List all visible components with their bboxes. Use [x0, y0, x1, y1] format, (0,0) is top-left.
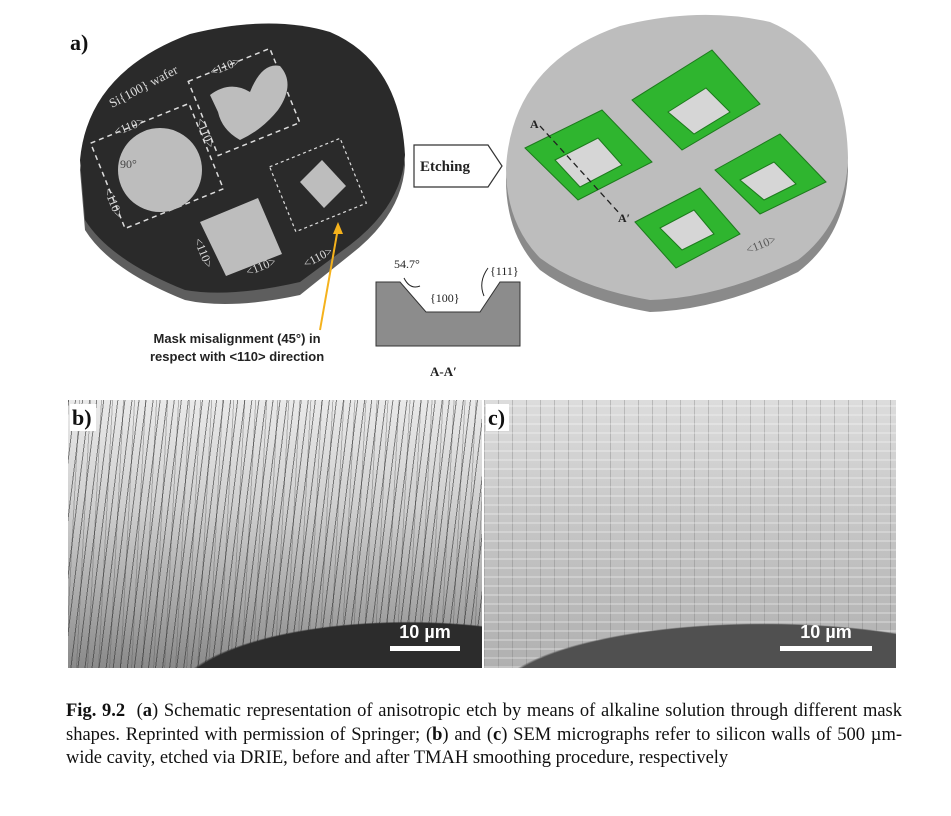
etching-label: Etching [420, 159, 471, 175]
misalignment-line2: respect with <110> direction [150, 349, 325, 364]
etching-arrow[interactable] [413, 144, 503, 188]
square-mask [200, 198, 282, 276]
panel-a-label: a) [70, 30, 89, 55]
panel-b-label: b) [70, 404, 96, 431]
scale-text-c: 10 µm [800, 622, 852, 642]
caption-p2: ) Schematic representation of anisotropi… [66, 701, 902, 745]
caption-b: b [432, 724, 443, 745]
etched-cavity [714, 133, 827, 215]
panel-a-diagram: Si{100} wafer 90° <110> <110> <110> <110… [80, 14, 848, 379]
caption-fig-number: Fig. 9.2 [66, 701, 126, 721]
scale-line-b [390, 646, 460, 651]
plane-111: {111} [490, 264, 519, 278]
section-a: A [530, 117, 539, 131]
scale-text-b: 10 µm [399, 622, 451, 642]
plane-100: {100} [430, 291, 460, 305]
section-a-prime: A′ [618, 211, 630, 225]
panel-c-label: c) [486, 404, 510, 431]
section-title: A-A′ [430, 364, 457, 379]
blob-mask [210, 65, 288, 140]
caption-a: a [142, 701, 153, 721]
angle-547: 54.7° [394, 257, 420, 271]
scale-bar-c: 10 µm [780, 622, 872, 651]
caption-c: c [493, 724, 502, 745]
misalignment-line1: Mask misalignment (45°) in [153, 331, 321, 346]
cross-section [375, 281, 521, 347]
caption-p3: ) and ( [442, 724, 494, 745]
figure-caption: Fig. 9.2 (a) Schematic representation of… [66, 700, 902, 771]
scale-bar-b: 10 µm [390, 622, 460, 651]
etched-wafer [506, 14, 848, 313]
misalignment-note: Mask misalignment (45°) in respect with … [150, 330, 324, 366]
misaligned-mask [300, 160, 346, 208]
etched-cavity [524, 109, 653, 201]
caption-p1: ( [136, 701, 143, 721]
dark-wafer [80, 23, 405, 304]
sem-image-b: b) 10 µm [68, 400, 482, 668]
etched-cavity [634, 187, 741, 269]
angle-90: 90° [120, 157, 137, 171]
caption-p4: ) SEM micrographs refer to silicon walls… [66, 724, 902, 769]
etched-cavity [631, 49, 761, 151]
scale-line-c [780, 646, 872, 651]
sem-image-c: c) 10 µm [484, 400, 896, 668]
circle-mask [118, 128, 202, 212]
